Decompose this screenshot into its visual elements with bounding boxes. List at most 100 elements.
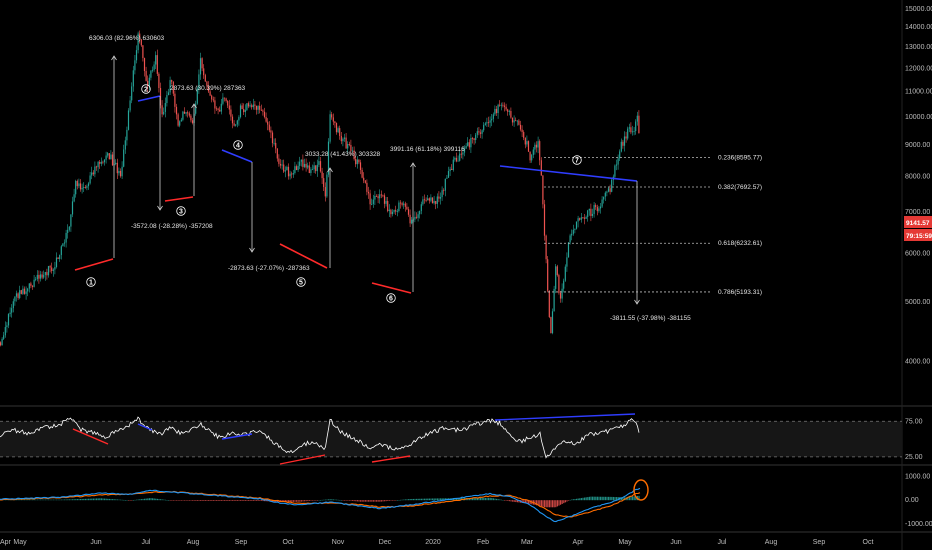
macd-histogram-bar-36: [57, 499, 59, 501]
macd-histogram-bar-321: [513, 500, 515, 502]
macd-histogram-bar-90: [144, 498, 146, 501]
macd-histogram-bar-275: [440, 498, 442, 501]
price-candle-282: [451, 168, 453, 171]
macd-histogram-bar-198: [316, 500, 318, 501]
macd-histogram-bar-347: [555, 500, 557, 508]
price-candle-138: [220, 103, 222, 112]
macd-histogram-bar-152: [243, 500, 245, 501]
price-candle-187: [299, 161, 301, 166]
macd-histogram-bar-204: [326, 499, 328, 501]
price-candle-283: [452, 159, 454, 171]
price-candle-5: [7, 314, 10, 326]
macd-histogram-bar-246: [393, 500, 395, 501]
macd-histogram-bar-57: [91, 498, 93, 501]
price-candle-50: [79, 183, 82, 190]
macd-histogram-bar-223: [356, 500, 358, 502]
price-candle-244: [390, 209, 392, 215]
macd-histogram-bar-301: [481, 497, 483, 501]
price-candle-296: [473, 138, 475, 140]
price-candle-279: [446, 177, 448, 179]
wave-label-6: 6: [389, 295, 393, 302]
price-candle-271: [433, 201, 435, 204]
fib-level-label-3: 0.786(5193.31): [718, 289, 762, 296]
measure-arrowhead-1: [157, 205, 163, 211]
macd-histogram-bar-307: [491, 498, 493, 501]
macd-histogram-bar-314: [502, 500, 504, 501]
macd-histogram-bar-256: [409, 499, 411, 501]
macd-histogram-bar-19: [30, 499, 32, 501]
price-candle-328: [524, 137, 526, 145]
price-candle-341: [545, 235, 547, 260]
price-candle-90: [143, 58, 146, 72]
price-candle-367: [587, 210, 589, 217]
price-candle-10: [15, 293, 18, 297]
macd-histogram-bar-317: [507, 500, 509, 501]
price-candle-6: [9, 312, 11, 315]
macd-histogram-bar-153: [244, 500, 246, 501]
price-candle-313: [500, 104, 502, 106]
macd-histogram-bar-96: [153, 498, 155, 501]
price-candle-186: [297, 165, 299, 171]
macd-histogram-bar-144: [230, 500, 232, 501]
price-candle-54: [86, 186, 88, 188]
macd-histogram-bar-80: [128, 500, 130, 501]
price-candle-355: [567, 242, 570, 258]
price-candle-390: [623, 136, 626, 146]
macd-histogram-bar-159: [254, 500, 256, 501]
price-candle-195: [311, 169, 314, 171]
macd-histogram-bar-137: [219, 500, 221, 501]
macd-histogram-bar-271: [433, 498, 435, 501]
price-candle-324: [518, 120, 520, 125]
macd-histogram-bar-228: [364, 500, 366, 502]
price-candle-349: [558, 275, 560, 293]
price-candle-342: [547, 259, 549, 291]
rsi-pane[interactable]: [0, 413, 902, 465]
macd-histogram-bar-69: [110, 499, 112, 501]
macd-histogram-bar-156: [249, 500, 251, 501]
price-tag-box: [904, 216, 932, 228]
price-candle-105: [167, 92, 170, 96]
macd-histogram-bar-195: [312, 500, 314, 501]
countdown-tag-box: [904, 229, 932, 241]
price-candle-286: [457, 160, 459, 162]
macd-histogram-bar-371: [593, 496, 595, 501]
price-candle-65: [103, 159, 106, 163]
macd-histogram-bar-295: [472, 497, 474, 501]
price-candle-31: [49, 266, 51, 268]
price-axis-tick-2: 13000.00: [905, 44, 932, 51]
price-axis-tick-0: 15000.00: [905, 6, 932, 13]
price-candle-372: [595, 205, 597, 207]
price-candle-293: [468, 142, 470, 148]
macd-histogram-bar-242: [387, 500, 389, 501]
macd-histogram-bar-138: [220, 500, 222, 501]
macd-histogram-bar-160: [256, 500, 258, 501]
macd-histogram-bar-276: [441, 498, 443, 501]
price-blue-trendline-0: [137, 95, 161, 102]
price-candle-113: [180, 119, 182, 122]
price-candle-30: [47, 266, 50, 276]
price-candle-11: [17, 293, 19, 299]
macd-histogram-bar-132: [211, 500, 213, 501]
macd-histogram-bar-38: [60, 499, 62, 501]
macd-histogram-bar-21: [33, 499, 35, 501]
price-candle-326: [521, 129, 523, 133]
macd-histogram-bar-265: [424, 498, 426, 501]
macd-histogram-bar-348: [556, 500, 558, 507]
macd-pane[interactable]: [0, 479, 649, 523]
macd-histogram-bar-367: [587, 497, 589, 501]
macd-histogram-bar-115: [184, 500, 186, 501]
price-candle-380: [607, 188, 610, 192]
macd-histogram-bar-225: [360, 500, 362, 502]
macd-histogram-bar-119: [190, 500, 192, 501]
price-candle-231: [369, 193, 371, 205]
price-candle-333: [532, 149, 534, 155]
price-candle-39: [62, 243, 64, 247]
price-candle-295: [471, 138, 474, 139]
price-pane[interactable]: 6306.03 (82.96%) 630603 2873.63 (30.39%) …: [0, 30, 762, 347]
price-candle-33: [52, 269, 54, 271]
price-candle-226: [361, 169, 363, 178]
price-candle-132: [211, 95, 213, 100]
macd-histogram-bar-349: [558, 500, 560, 506]
macd-histogram-bar-261: [417, 498, 419, 501]
